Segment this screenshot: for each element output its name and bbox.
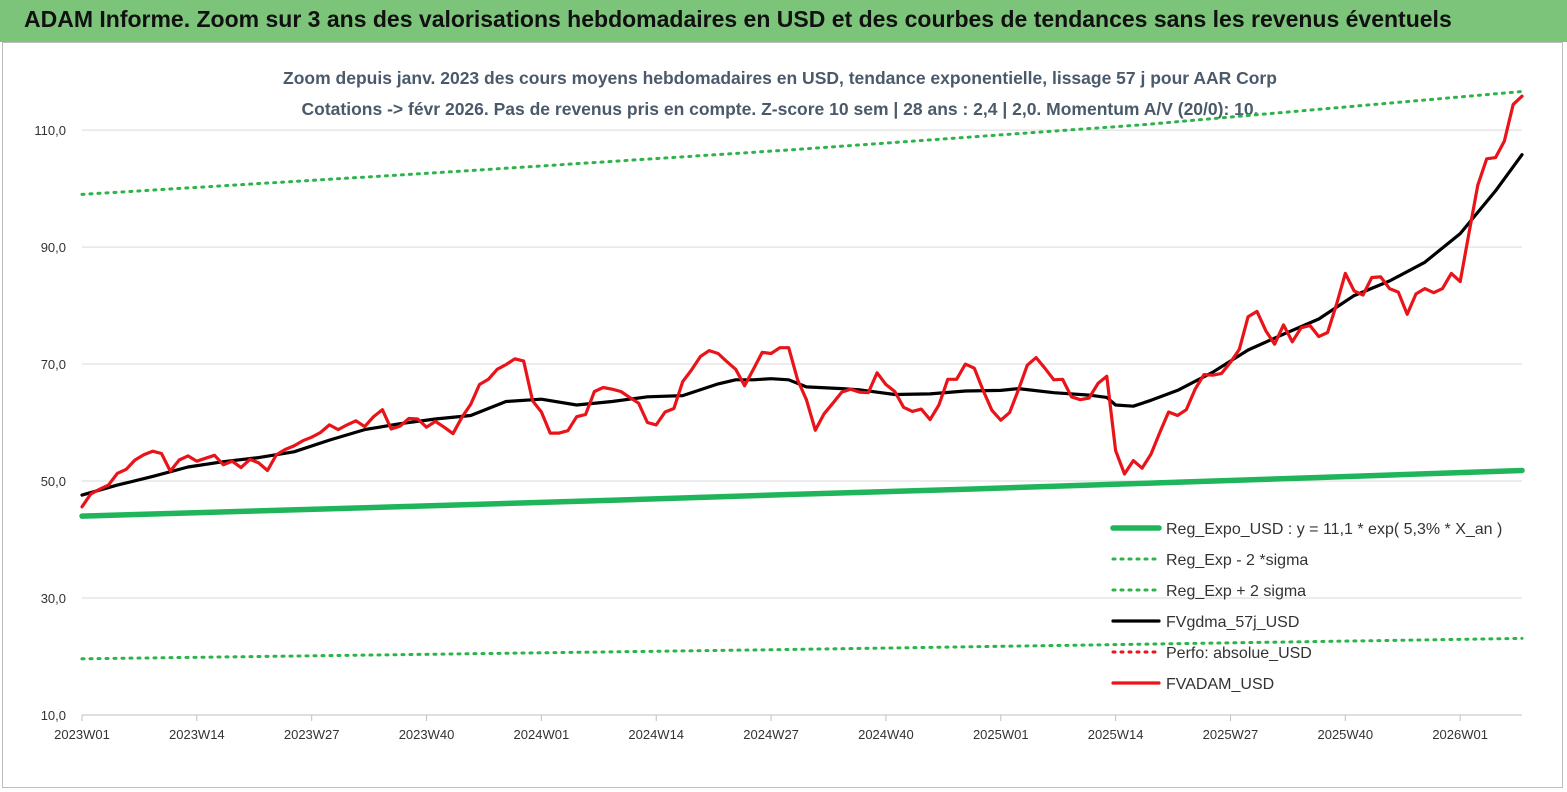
x-tick-label: 2025W14 [1088,727,1144,742]
legend-label: Reg_Exp + 2 sigma [1166,583,1306,600]
chart-frame [2,42,1563,788]
chart-subtitle: Cotations -> févr 2026. Pas de revenus p… [302,99,1259,119]
series-line [79,467,1525,519]
x-tick-label: 2024W40 [858,727,914,742]
y-tick-label: 50,0 [41,474,66,489]
x-tick-label: 2023W27 [284,727,340,742]
chart-title: Zoom depuis janv. 2023 des cours moyens … [283,68,1277,88]
legend-label: FVgdma_57j_USD [1166,614,1299,631]
legend-label: Perfo: absolue_USD [1166,645,1312,662]
series-layer [79,90,1525,661]
y-tick-label: 30,0 [41,591,66,606]
x-tick-label: 2023W01 [54,727,110,742]
legend-label: Reg_Expo_USD : y = 11,1 * exp( 5,3% * X_… [1166,521,1502,538]
y-tick-label: 110,0 [34,123,66,138]
series-line [80,636,1524,661]
x-tick-label: 2023W14 [169,727,225,742]
series-line [80,153,1524,497]
legend: Reg_Expo_USD : y = 11,1 * exp( 5,3% * X_… [1110,521,1502,693]
x-tick-label: 2024W27 [743,727,799,742]
page-title: ADAM Informe. Zoom sur 3 ans des valoris… [24,6,1452,32]
x-tick-label: 2024W14 [628,727,684,742]
legend-label: Reg_Exp - 2 *sigma [1166,552,1308,569]
x-tick-label: 2024W01 [514,727,570,742]
y-tick-label: 90,0 [41,240,66,255]
x-tick-label: 2026W01 [1432,727,1488,742]
legend-label: FVADAM_USD [1166,676,1274,693]
y-tick-label: 10,0 [41,708,66,723]
y-tick-label: 70,0 [41,357,66,372]
x-tick-label: 2025W01 [973,727,1029,742]
axes: 10,0 30,0 50,0 70,0 90,0 110,0 2023W01 2023W14 2… [34,123,1522,742]
x-tick-label: 2025W27 [1203,727,1259,742]
x-tick-label: 2025W40 [1317,727,1373,742]
x-tick-label: 2023W40 [399,727,455,742]
header-banner: ADAM Informe. Zoom sur 3 ans des valoris… [0,0,1567,42]
series-line [80,94,1524,509]
